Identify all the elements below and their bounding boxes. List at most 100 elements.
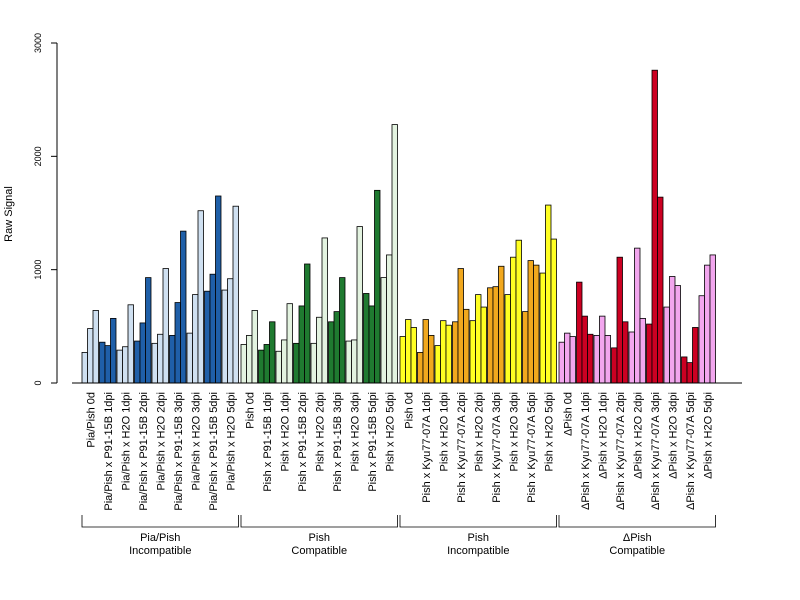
bar [293, 342, 300, 384]
bar [363, 293, 370, 384]
bar [550, 238, 557, 384]
bar [452, 321, 459, 384]
bar [709, 254, 716, 384]
group-label-line1: ΔPish [623, 532, 652, 544]
bar [480, 306, 487, 384]
bar [428, 334, 435, 384]
group-bracket [558, 515, 716, 528]
bar [192, 294, 199, 384]
bar [704, 264, 711, 384]
category-label: Pish x H2O 2dpi [473, 392, 485, 471]
category-label: Pish x Kyu77-07A 3dpi [491, 392, 503, 503]
category-label: Pish x H2O 5dpi [543, 392, 555, 471]
bar [674, 285, 681, 384]
bar [576, 281, 583, 384]
bar [104, 345, 111, 384]
group-label-line1: Pish [309, 532, 330, 544]
bar [304, 263, 311, 384]
category-label: Pia/Pish 0d [85, 392, 97, 448]
bar [422, 319, 429, 384]
bar [445, 324, 452, 384]
bar [127, 304, 134, 384]
y-tick-label: 1000 [33, 260, 43, 280]
bar [587, 333, 594, 384]
bar [417, 351, 424, 384]
category-label: ΔPish x H2O 1dpi [597, 392, 609, 479]
category-label: Pish x Kyu77-07A 1dpi [421, 392, 433, 503]
category-label: ΔPish x H2O 3dpi [667, 392, 679, 479]
bar [391, 124, 398, 384]
bar [498, 265, 505, 384]
bar [186, 332, 193, 384]
bar [286, 303, 293, 384]
bar [122, 346, 129, 384]
bar [87, 328, 94, 384]
bar [405, 319, 412, 384]
bar [492, 286, 499, 384]
category-label: ΔPish x H2O 2dpi [632, 392, 644, 479]
category-label: Pish 0d [403, 392, 415, 429]
bar [681, 356, 688, 384]
bar [232, 205, 239, 384]
y-tick-label: 2000 [33, 146, 43, 166]
category-label: Pia/Pish x P91-15B 3dpi [173, 392, 185, 511]
bar [151, 342, 158, 384]
bar [269, 321, 276, 384]
bar [356, 226, 363, 384]
bar [227, 278, 234, 384]
category-label: Pish x H2O 3dpi [349, 392, 361, 471]
bar [99, 341, 106, 384]
bar [339, 277, 346, 384]
category-label: Pia/Pish x H2O 2dpi [155, 392, 167, 490]
category-label: Pish 0d [244, 392, 256, 429]
bar [328, 321, 335, 384]
category-labels: Pia/Pish 0d Pia/Pish x P91-15B 1dpi Pia/Pi… [85, 392, 714, 511]
bar [139, 322, 146, 384]
category-label: ΔPish x Kyu77-07A 1dpi [580, 392, 592, 510]
group-label-line2: Compatible [291, 545, 347, 557]
bar [263, 344, 270, 384]
category-label: Pia/Pish x H2O 5dpi [225, 392, 237, 490]
bar [504, 294, 511, 384]
bar [692, 327, 699, 384]
category-label: Pish x H2O 2dpi [314, 392, 326, 471]
bar [686, 362, 693, 384]
category-label: Pish x H2O 3dpi [508, 392, 520, 471]
bar [440, 320, 447, 384]
bar [622, 321, 629, 384]
bar [463, 308, 470, 384]
bar [581, 315, 588, 384]
category-label: Pish x P91-15B 5dpi [367, 392, 379, 492]
bar [510, 256, 517, 384]
group-bracket [399, 515, 557, 528]
category-label: Pish x H2O 1dpi [438, 392, 450, 471]
bar [646, 323, 653, 384]
bar [316, 316, 323, 384]
bar [116, 349, 123, 384]
bar [157, 333, 164, 384]
bar [368, 305, 375, 384]
category-label: ΔPish x Kyu77-07A 5dpi [685, 392, 697, 510]
bar [197, 210, 204, 384]
category-label: ΔPish x H2O 5dpi [702, 392, 714, 479]
bar [611, 347, 618, 384]
bar [628, 331, 635, 384]
bar [698, 295, 705, 384]
bar [533, 264, 540, 384]
bar [475, 294, 482, 384]
bar [663, 306, 670, 384]
group-bracket [240, 515, 398, 528]
group-brackets: Pia/PishIncompatiblePishCompatiblePishIn… [81, 515, 716, 557]
bar [410, 327, 417, 384]
category-label: Pish x Kyu77-07A 5dpi [526, 392, 538, 503]
bar [386, 254, 393, 384]
bars [81, 69, 716, 384]
category-label: Pish x Kyu77-07A 2dpi [456, 392, 468, 503]
category-label: Pia/Pish x P91-15B 1dpi [103, 392, 115, 511]
group-bracket [81, 515, 239, 528]
bar [174, 302, 181, 384]
bar [374, 189, 381, 384]
category-label: ΔPish x Kyu77-07A 2dpi [615, 392, 627, 510]
group-label-line2: Compatible [609, 545, 665, 557]
